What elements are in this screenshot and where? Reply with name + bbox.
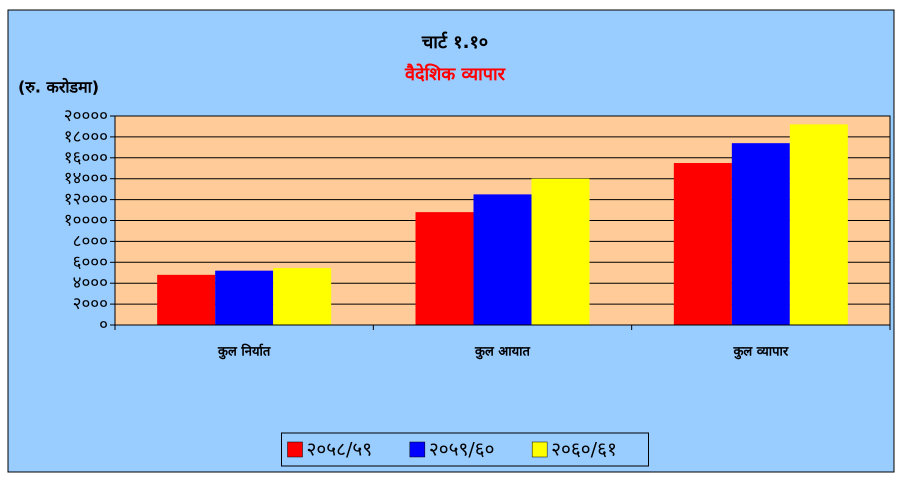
legend-swatch	[531, 441, 548, 458]
y-tick-label: ०	[99, 315, 108, 335]
legend-label: २०५९/६०	[429, 439, 495, 461]
y-tick-label: ४०००	[73, 273, 108, 293]
legend-swatch	[409, 441, 426, 458]
legend-label: २०६०/६१	[551, 439, 617, 461]
bar	[415, 212, 474, 325]
y-tick-label: ६०००	[73, 252, 108, 272]
bar	[531, 178, 590, 325]
bar	[673, 163, 732, 325]
y-axis-label: (रु. करोडमा)	[18, 78, 99, 97]
bar	[731, 143, 790, 325]
y-tick-label: १००००	[64, 211, 108, 231]
bar	[473, 194, 532, 325]
y-tick-label: १२०००	[64, 190, 108, 210]
y-tick-label: १६०००	[64, 148, 108, 168]
x-tick-label: कुल व्यापार	[732, 345, 788, 360]
y-tick-label: २०००	[73, 294, 108, 314]
y-tick-label: ८०००	[73, 231, 108, 251]
y-tick-label: १४०००	[64, 169, 108, 189]
x-tick-label: कुल निर्यात	[217, 344, 271, 360]
x-tick-label: कुल आयात	[474, 345, 531, 360]
legend-label: २०५८/५९	[307, 439, 373, 461]
legend-box	[281, 432, 649, 467]
y-tick-label: १८०००	[64, 127, 108, 147]
chart-subtitle: वैदेशिक व्यापार	[404, 63, 506, 85]
chart-title: चार्ट १.१०	[421, 31, 488, 53]
bar	[157, 274, 216, 325]
y-tick-label: २००००	[64, 106, 108, 126]
bar	[789, 124, 848, 325]
bar	[215, 270, 274, 325]
bar	[273, 268, 332, 325]
legend-swatch	[287, 441, 303, 458]
